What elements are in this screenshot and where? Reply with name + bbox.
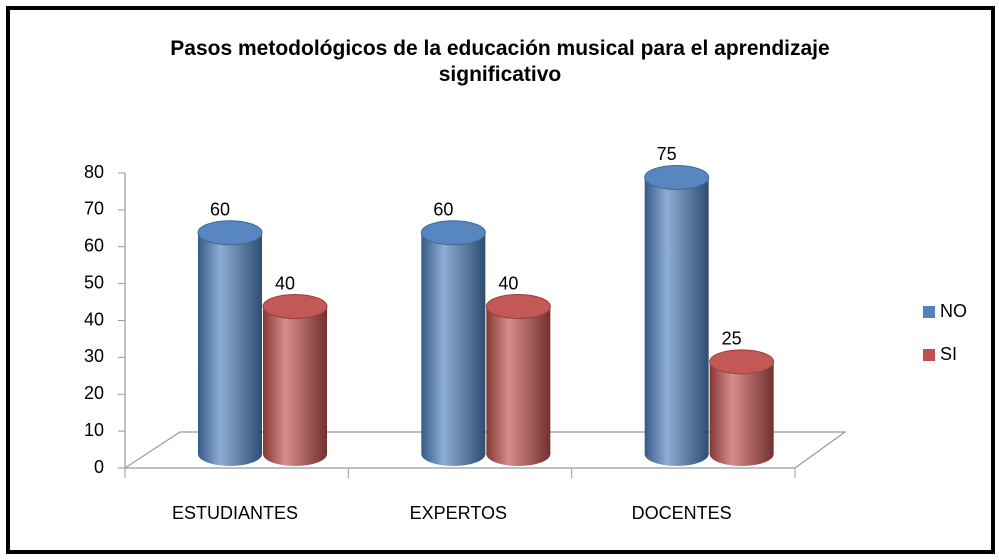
data-label: 75 (657, 144, 677, 164)
bar (262, 294, 328, 466)
y-tick-label: 50 (84, 272, 104, 292)
y-tick-label: 70 (84, 199, 104, 219)
y-tick-label: 60 (84, 236, 104, 256)
y-tick-label: 10 (84, 420, 104, 440)
y-tick-label: 20 (84, 383, 104, 403)
bar (709, 349, 775, 466)
y-tick-label: 40 (84, 309, 104, 329)
data-label: 40 (275, 273, 295, 293)
legend-label: SI (940, 344, 957, 364)
x-tick-label: EXPERTOS (410, 503, 507, 523)
legend-swatch (923, 306, 935, 318)
bar (644, 164, 710, 466)
x-tick-label: ESTUDIANTES (172, 503, 298, 523)
y-tick-label: 0 (94, 457, 104, 477)
chart-frame (6, 6, 995, 554)
data-label: 60 (210, 200, 230, 220)
bar (485, 294, 551, 466)
y-tick-label: 80 (84, 162, 104, 182)
data-label: 25 (722, 329, 742, 349)
bar (197, 220, 263, 466)
x-tick-label: DOCENTES (632, 503, 732, 523)
legend-label: NO (940, 301, 967, 321)
data-label: 60 (433, 200, 453, 220)
y-tick-label: 30 (84, 346, 104, 366)
bar (420, 220, 486, 466)
data-label: 40 (498, 273, 518, 293)
chart-title: Pasos metodológicos de la educación musi… (170, 37, 830, 86)
legend-swatch (923, 349, 935, 361)
